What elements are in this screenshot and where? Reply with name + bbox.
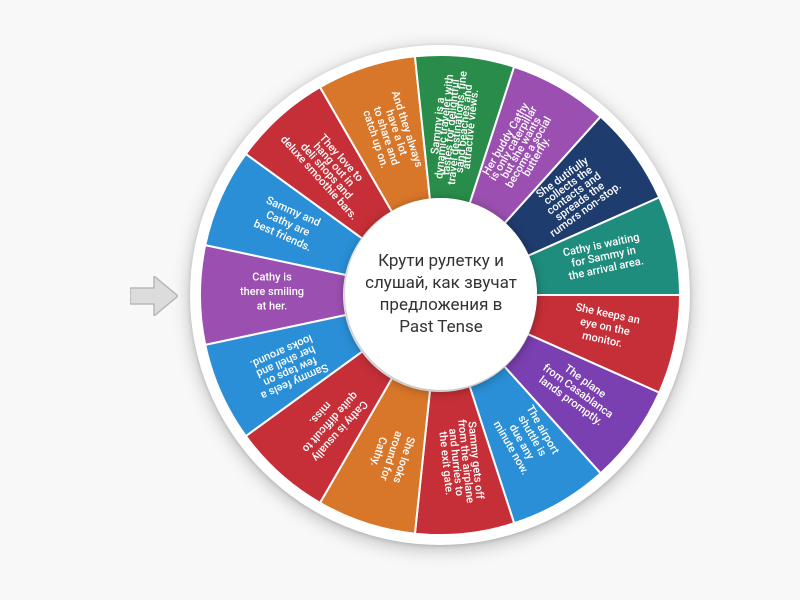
spin-pointer-icon xyxy=(130,276,178,316)
center-instruction: Крути рулетку и слушай, как звучат предл… xyxy=(365,250,517,338)
stage: Cathy isthere smilingat her.Sammy andCat… xyxy=(0,0,800,600)
center-disc[interactable]: Крути рулетку и слушай, как звучат предл… xyxy=(345,198,537,390)
slice-label: Sammy gets offfrom the airplaneand hurri… xyxy=(435,418,486,506)
